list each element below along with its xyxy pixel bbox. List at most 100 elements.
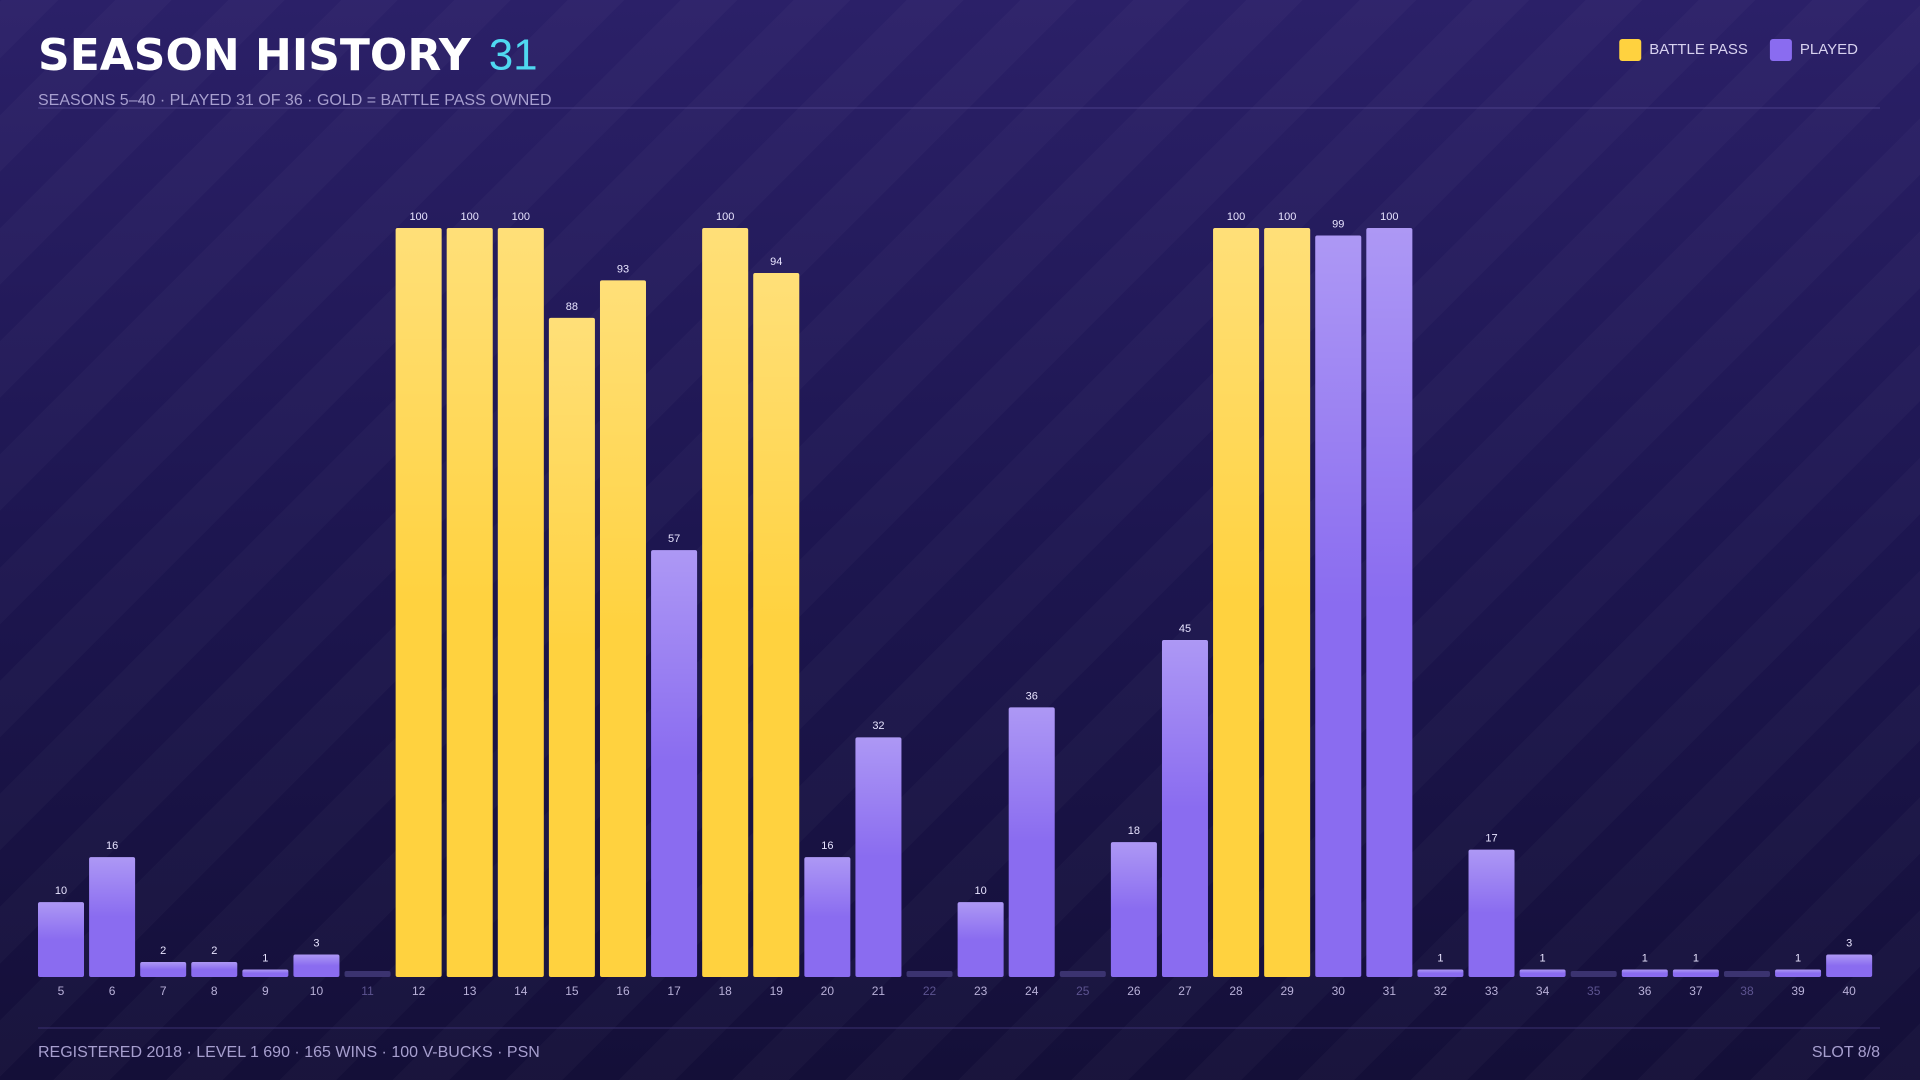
value-label: 100 <box>1227 211 1245 223</box>
bar-sheen <box>140 962 187 970</box>
x-tick-label: 40 <box>1842 984 1856 998</box>
bar-sheen <box>1417 969 1464 974</box>
x-tick-label: 22 <box>923 984 937 998</box>
bar-sheen <box>38 902 84 940</box>
title-count: 31 <box>489 31 538 80</box>
value-label: 32 <box>872 720 884 732</box>
value-label: 1 <box>262 952 268 964</box>
empty-stub <box>344 971 391 977</box>
bar-sheen <box>855 737 902 858</box>
value-label: 93 <box>617 263 629 275</box>
legend-label: BATTLE PASS <box>1649 41 1748 58</box>
x-tick-label: 30 <box>1332 984 1346 998</box>
x-tick-label: 34 <box>1536 984 1550 998</box>
value-label: 99 <box>1332 218 1344 230</box>
empty-stub <box>1059 971 1106 977</box>
x-tick-label: 12 <box>412 984 426 998</box>
bar-sheen <box>1672 969 1719 974</box>
value-label: 45 <box>1179 623 1191 635</box>
value-label: 1 <box>1795 952 1801 964</box>
value-label: 16 <box>821 840 833 852</box>
chart-title: SEASON HISTORY <box>38 30 472 81</box>
bar-sheen <box>1775 969 1822 974</box>
bar-sheen <box>293 954 340 966</box>
bar-sheen <box>1315 235 1362 607</box>
x-tick-label: 20 <box>821 984 835 998</box>
bar-sheen <box>395 228 442 603</box>
x-tick-label: 9 <box>262 984 269 998</box>
value-label: 2 <box>211 945 217 957</box>
value-label: 2 <box>160 945 166 957</box>
bar-sheen <box>497 228 544 603</box>
value-label: 100 <box>461 211 479 223</box>
x-tick-label: 24 <box>1025 984 1039 998</box>
legend-label: PLAYED <box>1800 41 1858 58</box>
x-tick-label: 36 <box>1638 984 1652 998</box>
bar-sheen <box>89 857 136 918</box>
x-tick-label: 32 <box>1434 984 1448 998</box>
value-label: 57 <box>668 533 680 545</box>
value-label: 36 <box>1026 690 1038 702</box>
legend-swatch <box>1619 39 1642 61</box>
x-tick-label: 31 <box>1383 984 1397 998</box>
x-tick-label: 37 <box>1689 984 1703 998</box>
bar-sheen <box>1519 969 1566 974</box>
empty-stub <box>1723 971 1770 977</box>
x-tick-label: 14 <box>514 984 528 998</box>
bar-sheen <box>1366 228 1413 603</box>
value-label: 100 <box>716 211 734 223</box>
x-tick-label: 26 <box>1127 984 1141 998</box>
value-label: 17 <box>1485 833 1497 845</box>
bar-sheen <box>548 317 595 648</box>
value-label: 18 <box>1128 825 1140 837</box>
bar-sheen <box>1008 707 1055 843</box>
x-tick-label: 18 <box>718 984 732 998</box>
x-tick-label: 7 <box>160 984 167 998</box>
value-label: 1 <box>1540 952 1546 964</box>
x-tick-label: 11 <box>361 984 374 998</box>
value-label: 100 <box>1380 211 1398 223</box>
value-label: 16 <box>106 840 118 852</box>
x-tick-label: 29 <box>1280 984 1294 998</box>
bar-sheen <box>1264 228 1311 603</box>
bar-sheen <box>1110 842 1157 910</box>
x-tick-label: 38 <box>1740 984 1754 998</box>
value-label: 3 <box>1846 937 1852 949</box>
value-label: 100 <box>1278 211 1296 223</box>
x-tick-label: 19 <box>770 984 784 998</box>
bar-sheen <box>957 902 1004 940</box>
slot: SLOT 8/8 <box>1812 1044 1880 1061</box>
subtitle: SEASONS 5–40 · PLAYED 31 OF 36 · GOLD = … <box>38 92 552 109</box>
x-tick-label: 27 <box>1178 984 1192 998</box>
value-label: 88 <box>566 301 578 313</box>
x-tick-label: 5 <box>58 984 65 998</box>
bar-sheen <box>1213 228 1260 603</box>
bar-sheen <box>651 550 698 764</box>
value-label: 10 <box>974 885 986 897</box>
empty-stub <box>1570 971 1617 977</box>
bar-sheen <box>599 280 646 629</box>
bar-sheen <box>702 228 749 603</box>
value-label: 1 <box>1437 952 1443 964</box>
bar-sheen <box>1468 849 1515 914</box>
bar-sheen <box>753 272 800 625</box>
bar-sheen <box>446 228 493 603</box>
x-tick-label: 13 <box>463 984 477 998</box>
value-label: 1 <box>1642 952 1648 964</box>
x-tick-label: 23 <box>974 984 988 998</box>
value-label: 94 <box>770 256 782 268</box>
value-label: 1 <box>1693 952 1699 964</box>
value-label: 3 <box>313 937 319 949</box>
x-tick-label: 10 <box>310 984 324 998</box>
value-label: 100 <box>512 211 530 223</box>
x-tick-label: 16 <box>616 984 630 998</box>
x-tick-label: 35 <box>1587 984 1601 998</box>
empty-stub <box>906 971 953 977</box>
bar-sheen <box>1161 639 1208 809</box>
x-tick-label: 8 <box>211 984 218 998</box>
x-tick-label: 39 <box>1791 984 1805 998</box>
x-tick-label: 15 <box>565 984 579 998</box>
